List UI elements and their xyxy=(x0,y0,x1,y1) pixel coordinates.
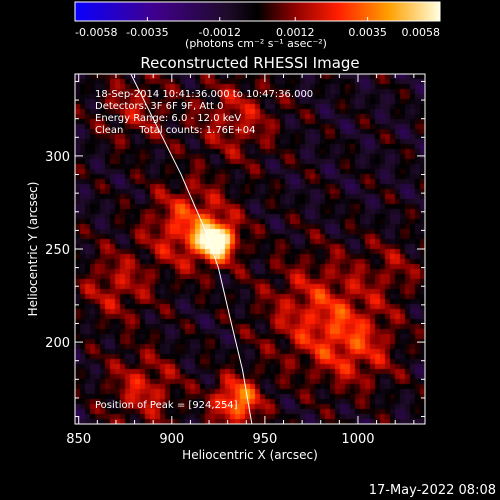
annotation-detectors: Detectors: 3F 6F 9F, Att 0 xyxy=(95,101,223,112)
annotation-energy-range: Energy Range: 6.0 - 12.0 keV xyxy=(95,113,241,124)
annotation-time-range: 18-Sep-2014 10:41:36.000 to 10:47:36.000 xyxy=(95,89,313,100)
colorbar-unit-label: (photons cm⁻² s⁻¹ asec⁻²) xyxy=(185,37,327,50)
heatmap-image xyxy=(75,74,425,424)
footer-timestamp: 17-May-2022 08:08 xyxy=(369,483,496,498)
y-tick-label: 250 xyxy=(45,243,70,258)
x-tick-label: 850 xyxy=(66,432,91,447)
colorbar-tick-label: -0.0012 xyxy=(199,26,241,39)
solar-limb-line xyxy=(130,74,253,424)
axis-ticks: 850 900 950 1000 200 250 300 xyxy=(45,74,425,447)
colorbar-tick-label: 0.0035 xyxy=(348,26,387,39)
x-tick-label: 900 xyxy=(159,432,184,447)
colorbar-tick-label: -0.0058 xyxy=(75,26,117,39)
peak-position-label: Position of Peak = [924,254] xyxy=(95,400,238,411)
x-tick-label: 950 xyxy=(252,432,277,447)
annotation-counts: Clean Total counts: 1.76E+04 xyxy=(95,125,255,136)
y-tick-label: 200 xyxy=(45,336,70,351)
colorbar-tick-label: 0.0058 xyxy=(402,26,441,39)
y-tick-label: 300 xyxy=(45,150,70,165)
colorbar-tick-label: 0.0012 xyxy=(276,26,315,39)
colorbar-ticks: -0.0058 -0.0035 -0.0012 0.0012 0.0035 0.0058 xyxy=(74,17,441,39)
colorbar xyxy=(74,1,441,22)
x-axis-label: Heliocentric X (arcsec) xyxy=(182,448,318,462)
chart-title: Reconstructed RHESSI Image xyxy=(140,54,359,72)
colorbar-tick-label: -0.0035 xyxy=(126,26,168,39)
x-tick-label: 1000 xyxy=(341,432,374,447)
y-axis-label: Heliocentric Y (arcsec) xyxy=(26,182,40,317)
